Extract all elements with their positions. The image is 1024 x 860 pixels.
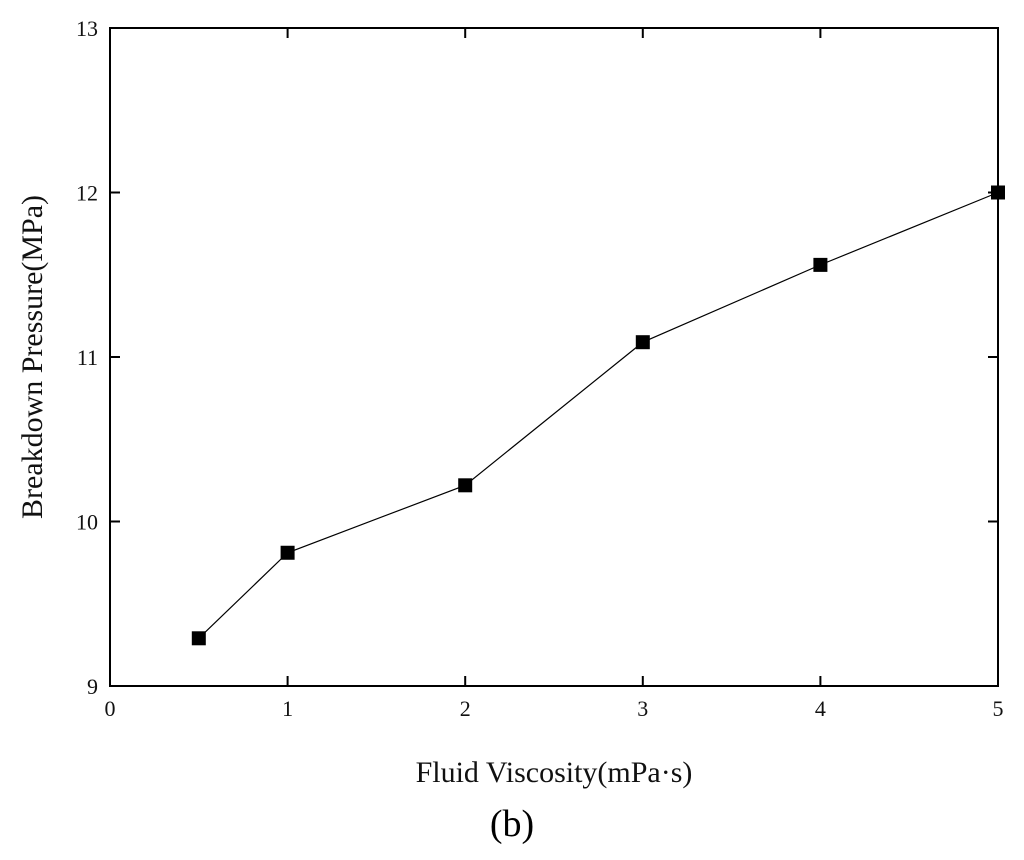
data-point — [813, 257, 828, 272]
y-axis-title: Breakdown Pressure(MPa) — [16, 195, 49, 519]
x-tick-label: 5 — [993, 696, 1004, 721]
series-layer — [191, 185, 1005, 646]
y-axis-ticks: 9 10 11 12 13 — [76, 16, 998, 699]
y-tick-label: 12 — [76, 181, 98, 206]
x-tick-label: 4 — [815, 696, 826, 721]
data-point — [635, 335, 650, 350]
y-tick-label: 11 — [77, 345, 98, 370]
x-axis-ticks: 0 1 2 3 4 5 — [105, 28, 1004, 721]
x-tick-label: 1 — [282, 696, 293, 721]
data-point — [191, 631, 206, 646]
series-line — [198, 191, 999, 639]
data-point — [280, 545, 295, 560]
x-tick-label: 0 — [105, 696, 116, 721]
y-tick-label: 9 — [87, 674, 98, 699]
panel-label: (b) — [490, 803, 534, 845]
x-tick-label: 3 — [637, 696, 648, 721]
plot-frame — [109, 27, 999, 687]
x-tick-label: 2 — [460, 696, 471, 721]
y-tick-label: 13 — [76, 16, 98, 41]
y-tick-label: 10 — [76, 510, 98, 535]
data-point — [458, 478, 473, 493]
x-axis-title: Fluid Viscosity(mPa·s) — [416, 756, 693, 789]
data-point — [991, 185, 1005, 200]
